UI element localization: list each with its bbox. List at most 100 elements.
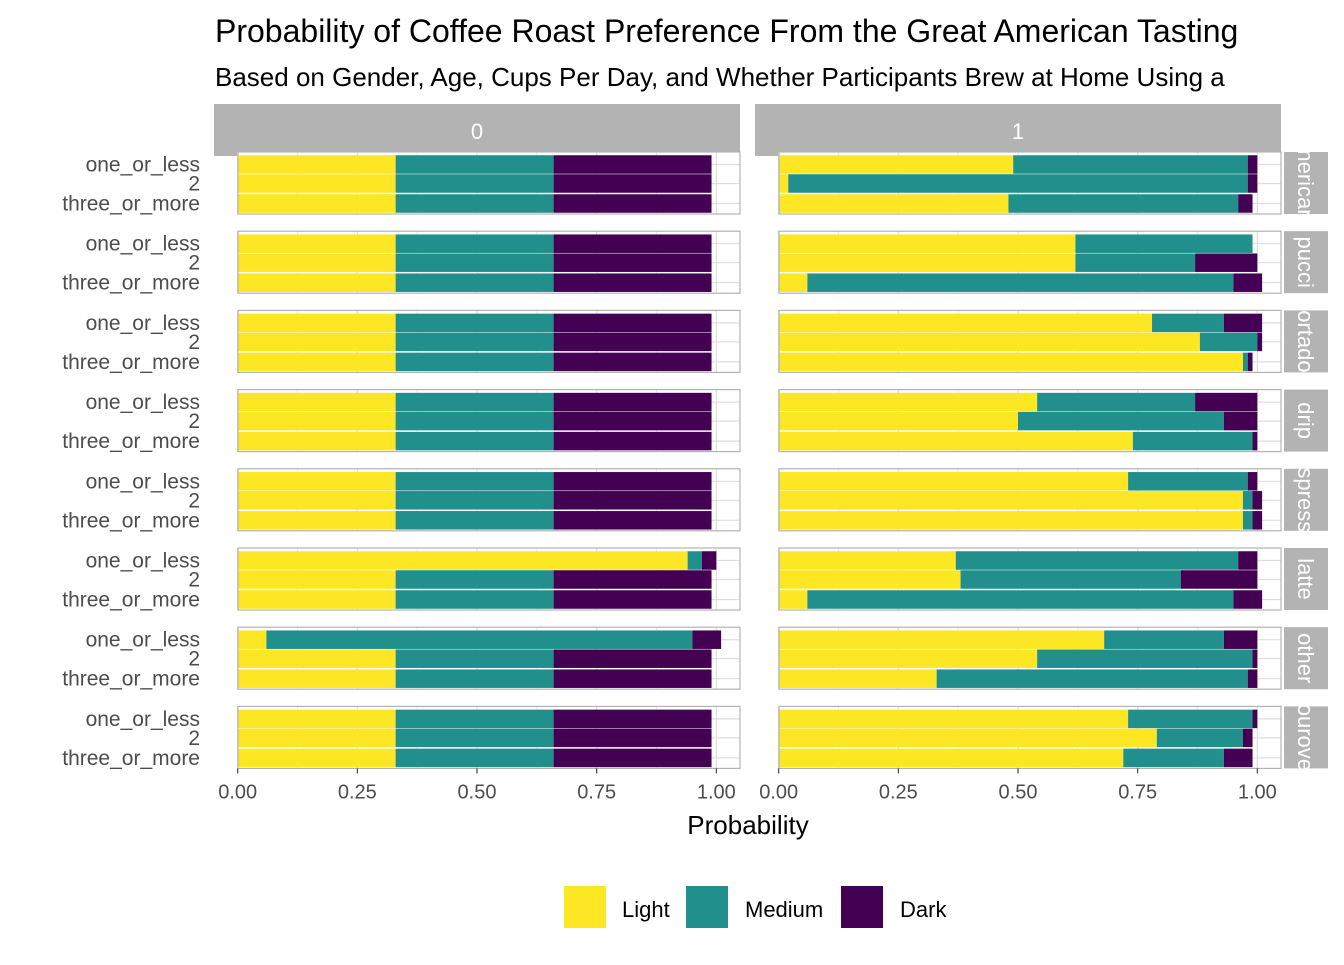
bar-dark — [1223, 411, 1258, 431]
facet-strip-row — [1284, 310, 1328, 373]
facet-panel — [778, 705, 1282, 770]
bar-light — [778, 649, 1038, 668]
bar-dark — [1238, 194, 1253, 213]
panel-border — [778, 468, 1282, 532]
bar-light — [237, 491, 396, 510]
bar-medium — [1199, 332, 1258, 352]
bar-light — [237, 551, 688, 570]
facet-strip-row-label: pucci — [1293, 237, 1318, 288]
facet-panel — [237, 151, 741, 215]
y-tick-label: one_or_less — [86, 154, 200, 177]
bar-dark — [1252, 511, 1263, 530]
panel-border — [237, 547, 741, 611]
bar-medium — [807, 273, 1234, 292]
bar-medium — [395, 313, 554, 333]
facet-strip-row — [1284, 548, 1328, 610]
bar-medium — [1242, 491, 1253, 510]
bar-light — [778, 472, 1129, 491]
bar-light — [778, 570, 961, 589]
facet-strip-col-1 — [755, 104, 1281, 156]
bar-medium — [395, 511, 554, 530]
y-tick-label: one_or_less — [86, 233, 200, 256]
bar-medium — [395, 411, 554, 431]
y-tick-label: three_or_more — [62, 430, 200, 453]
bar-dark — [1252, 431, 1258, 451]
facet-strip-row — [1284, 231, 1328, 294]
panel-border — [778, 230, 1282, 294]
panel-border — [778, 389, 1282, 453]
bar-dark — [553, 570, 712, 589]
bar-dark — [553, 174, 712, 193]
facet-panel — [237, 468, 741, 532]
y-tick-label: one_or_less — [86, 391, 200, 414]
bar-light — [237, 431, 396, 451]
y-tick-label: three_or_more — [62, 589, 200, 612]
bar-dark — [553, 649, 712, 668]
facet-strip-row-label: ortado — [1293, 310, 1318, 372]
bar-medium — [395, 174, 554, 193]
x-tick-label: 0.25 — [879, 781, 918, 803]
bar-dark — [553, 669, 712, 688]
bar-light — [778, 273, 808, 292]
bar-light — [778, 511, 1243, 530]
bar-dark — [692, 630, 722, 649]
facet-strip-row — [1284, 152, 1328, 214]
bar-dark — [553, 194, 712, 213]
bar-light — [778, 748, 1124, 768]
bar-light — [237, 748, 396, 768]
facet-strip-row-label: nericar — [1293, 149, 1318, 216]
y-tick-label: one_or_less — [86, 708, 200, 731]
y-tick-label: 2 — [188, 648, 200, 671]
facet-panel — [778, 626, 1282, 690]
facet-panel — [778, 547, 1282, 611]
bar-light — [778, 411, 1018, 431]
bar-light — [237, 174, 396, 193]
bar-light — [778, 155, 1014, 174]
bar-dark — [553, 313, 712, 333]
facet-strip-row-label: drip — [1293, 402, 1318, 439]
facet-strip-row — [1284, 627, 1328, 690]
bar-dark — [1223, 313, 1263, 333]
bar-medium — [1128, 472, 1248, 491]
bar-dark — [1223, 748, 1253, 768]
bar-light — [237, 649, 396, 668]
bar-light — [778, 630, 1105, 649]
x-tick-label: 1.00 — [1238, 781, 1277, 803]
bar-medium — [395, 155, 554, 174]
bar-medium — [395, 234, 554, 253]
panel-border — [237, 468, 741, 532]
y-tick-label: 2 — [188, 331, 200, 354]
bar-medium — [1037, 649, 1253, 668]
bar-medium — [1152, 313, 1224, 333]
bar-light — [237, 155, 396, 174]
bar-dark — [1247, 669, 1258, 688]
facet-panel — [778, 230, 1282, 294]
bar-light — [237, 352, 396, 372]
x-tick-label: 0.25 — [338, 781, 377, 803]
facet-panel — [778, 468, 1282, 532]
bar-dark — [553, 392, 712, 412]
x-tick-label: 0.00 — [759, 781, 798, 803]
bar-dark — [1238, 551, 1258, 570]
bar-medium — [395, 649, 554, 668]
y-tick-label: three_or_more — [62, 668, 200, 691]
bar-medium — [955, 551, 1239, 570]
bar-dark — [553, 273, 712, 292]
x-axis-title: Probability — [687, 810, 808, 840]
bar-medium — [1075, 234, 1253, 253]
facet-strip-row-label: spress — [1293, 467, 1318, 532]
bar-light — [778, 551, 956, 570]
bar-light — [237, 472, 396, 491]
bar-light — [237, 273, 396, 292]
bar-medium — [395, 748, 554, 768]
bar-light — [237, 313, 396, 333]
bar-light — [237, 411, 396, 431]
bar-light — [778, 174, 789, 193]
y-tick-label: one_or_less — [86, 629, 200, 652]
facet-panel — [237, 547, 741, 611]
y-tick-label: one_or_less — [86, 312, 200, 335]
bar-light — [778, 253, 1076, 272]
bar-medium — [1132, 431, 1253, 451]
y-tick-label: one_or_less — [86, 550, 200, 573]
